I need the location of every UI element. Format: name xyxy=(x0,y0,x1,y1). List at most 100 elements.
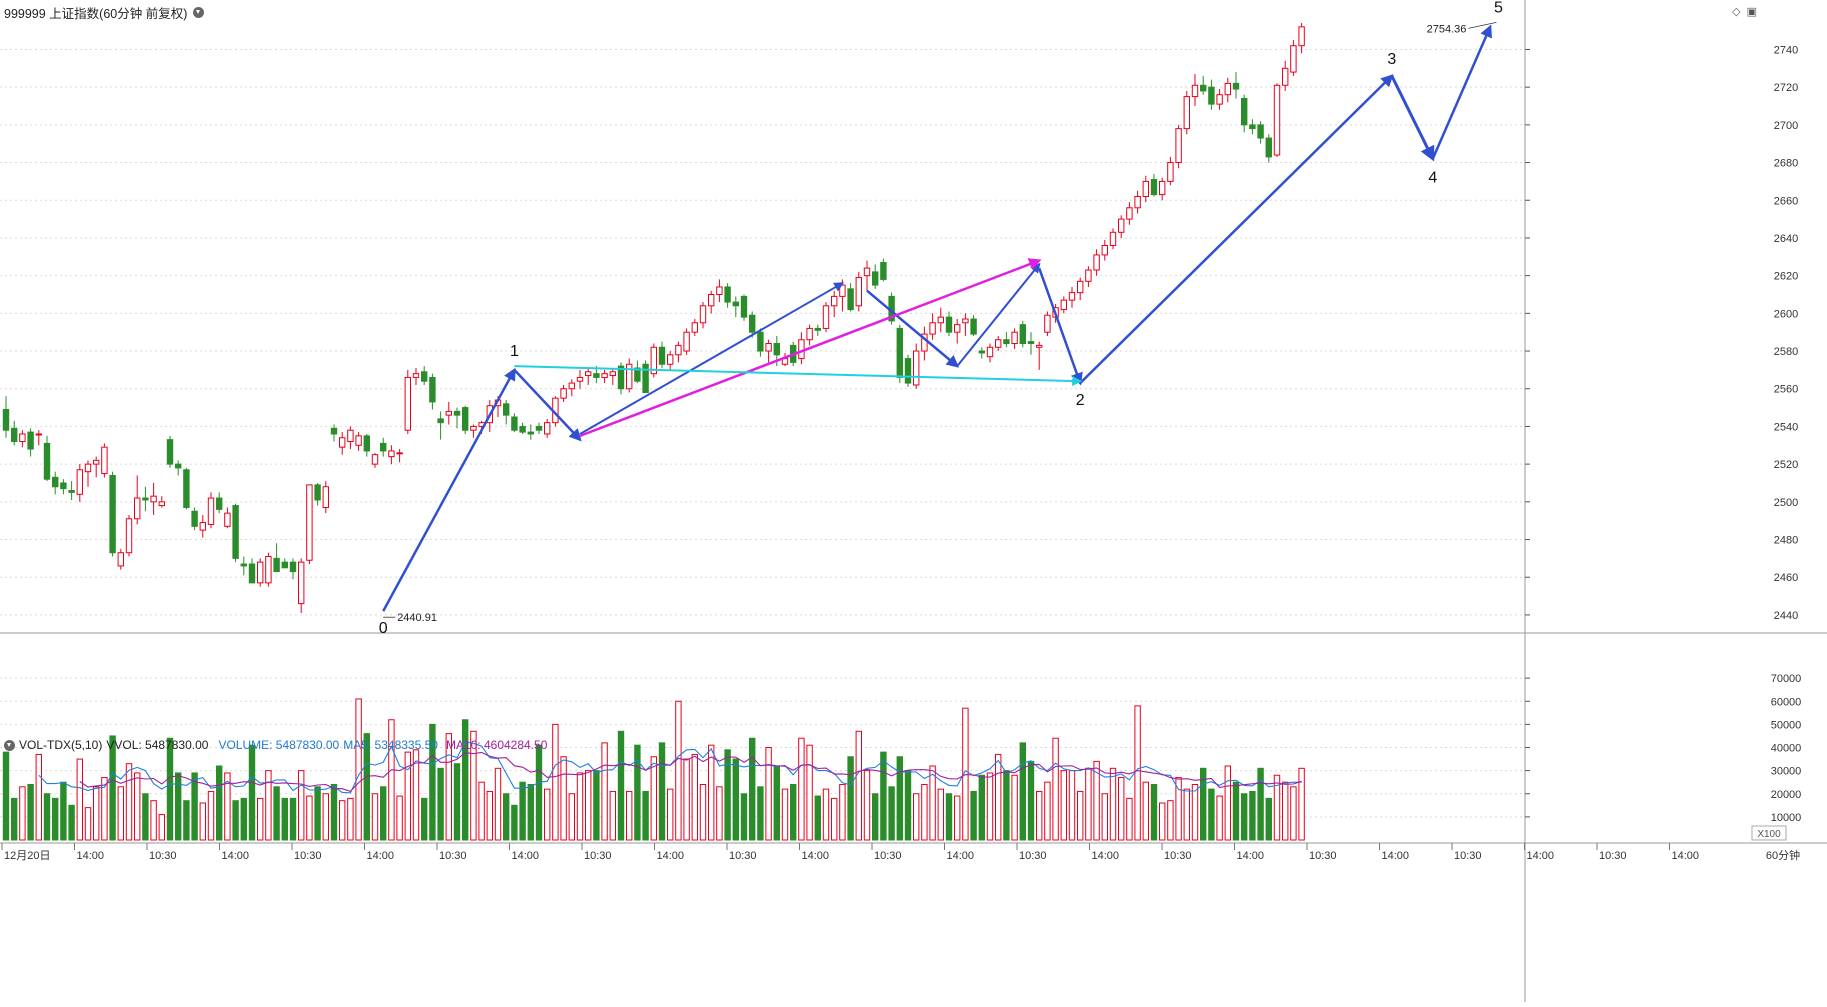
volume-bar xyxy=(470,730,477,841)
candle-body xyxy=(281,561,289,569)
volume-bar xyxy=(1282,781,1289,841)
wave-line xyxy=(513,369,582,442)
candle-body xyxy=(363,435,371,452)
volume-bar xyxy=(724,749,731,841)
candle-body xyxy=(470,425,477,431)
volume-bar xyxy=(880,751,887,841)
volume-bar xyxy=(1257,767,1264,841)
price-tick-label: 2640 xyxy=(1774,233,1798,245)
volume-bar xyxy=(101,777,108,841)
wave-label: 2 xyxy=(1076,392,1085,409)
time-tick-label: 10:30 xyxy=(1309,850,1337,862)
candle-body xyxy=(519,425,526,433)
volume-bar xyxy=(986,772,994,841)
volume-bar xyxy=(1159,802,1166,841)
wave-label: 3 xyxy=(1387,51,1396,68)
candle-body xyxy=(166,439,174,465)
volume-tick-label: 70000 xyxy=(1771,673,1802,685)
candle-body xyxy=(1265,137,1272,158)
candle-body xyxy=(76,469,83,495)
volume-bar xyxy=(716,786,723,841)
volume-bar xyxy=(1290,786,1297,841)
candle-body xyxy=(257,561,264,584)
volume-bar xyxy=(421,797,428,841)
volume-bar xyxy=(945,793,953,841)
volume-bar xyxy=(371,793,379,841)
dropdown-icon[interactable] xyxy=(193,7,205,18)
volume-bar xyxy=(667,788,674,841)
volume-bar xyxy=(453,763,461,841)
volume-bar xyxy=(494,767,502,841)
window-icon[interactable]: ▣ xyxy=(1746,6,1757,18)
volume-bar xyxy=(568,793,575,841)
volume-bar xyxy=(708,744,715,841)
candle-body xyxy=(429,376,436,403)
volume-bar xyxy=(445,733,453,841)
price-tick-label: 2560 xyxy=(1774,384,1798,396)
time-tick-label: 10:30 xyxy=(1164,850,1192,862)
volume-bar xyxy=(175,772,182,841)
candle-body xyxy=(273,557,280,573)
candle-body xyxy=(1101,244,1108,256)
volume-tick-label: 30000 xyxy=(1771,766,1802,778)
volume-bar xyxy=(1068,770,1076,841)
volume-bar xyxy=(699,784,707,841)
volume-bar xyxy=(626,790,633,841)
candle-body xyxy=(84,463,92,473)
candle-body xyxy=(347,429,354,443)
candle-body xyxy=(1044,314,1051,333)
volume-bar xyxy=(257,797,264,841)
candle-body xyxy=(1060,299,1067,311)
candle-body xyxy=(199,522,207,531)
candle-body xyxy=(1298,26,1305,47)
collapse-icon[interactable] xyxy=(4,739,15,751)
volume-bar xyxy=(412,749,420,841)
wave-line xyxy=(514,365,1083,386)
candle-body xyxy=(683,331,690,352)
wave-line xyxy=(1079,74,1394,384)
volume-bar xyxy=(929,765,936,841)
volume-bar xyxy=(11,797,18,841)
candle-body xyxy=(412,373,420,378)
candle-body xyxy=(765,343,772,352)
diamond-icon[interactable]: ◇ xyxy=(1732,6,1741,18)
volume-bar xyxy=(339,800,346,841)
candle-body xyxy=(773,343,780,356)
volume-bar xyxy=(216,765,223,841)
wave-line xyxy=(866,289,960,368)
ma5-value: MA5: 5348335.50 xyxy=(343,738,438,752)
candle-body xyxy=(1167,162,1174,182)
candle-body xyxy=(298,561,305,605)
candle-body xyxy=(831,295,838,307)
volume-bar xyxy=(1003,770,1010,841)
volume-bar xyxy=(183,800,190,841)
candle-body xyxy=(1232,82,1240,90)
volume-bar xyxy=(1200,767,1207,841)
candle-body xyxy=(716,286,723,295)
time-tick-label: 10:30 xyxy=(294,850,322,862)
volume-bar xyxy=(765,747,772,841)
volume-bar xyxy=(1142,781,1149,841)
volume-bar xyxy=(601,742,608,841)
wave-label: 4 xyxy=(1428,170,1437,187)
chart-header: 999999 上证指数(60分钟 前复权) xyxy=(4,3,205,22)
volume-bar xyxy=(1224,765,1231,841)
time-tick-label: 10:30 xyxy=(584,850,612,862)
volume-value: VOLUME: 5487830.00 xyxy=(218,738,340,752)
volume-bar xyxy=(27,784,34,841)
price-tick-label: 2500 xyxy=(1774,497,1798,509)
volume-bar xyxy=(814,795,821,841)
volume-bar xyxy=(35,753,42,841)
volume-bar xyxy=(806,744,813,841)
volume-bar xyxy=(125,763,133,841)
volume-bar xyxy=(675,700,682,841)
candle-body xyxy=(978,350,985,354)
candle-body xyxy=(371,454,379,465)
price-tick-label: 2660 xyxy=(1774,195,1798,207)
candle-body xyxy=(839,284,846,297)
volume-bar xyxy=(191,772,198,841)
candle-body xyxy=(913,350,920,386)
volume-bar xyxy=(150,800,157,841)
volume-bar xyxy=(1232,781,1240,841)
